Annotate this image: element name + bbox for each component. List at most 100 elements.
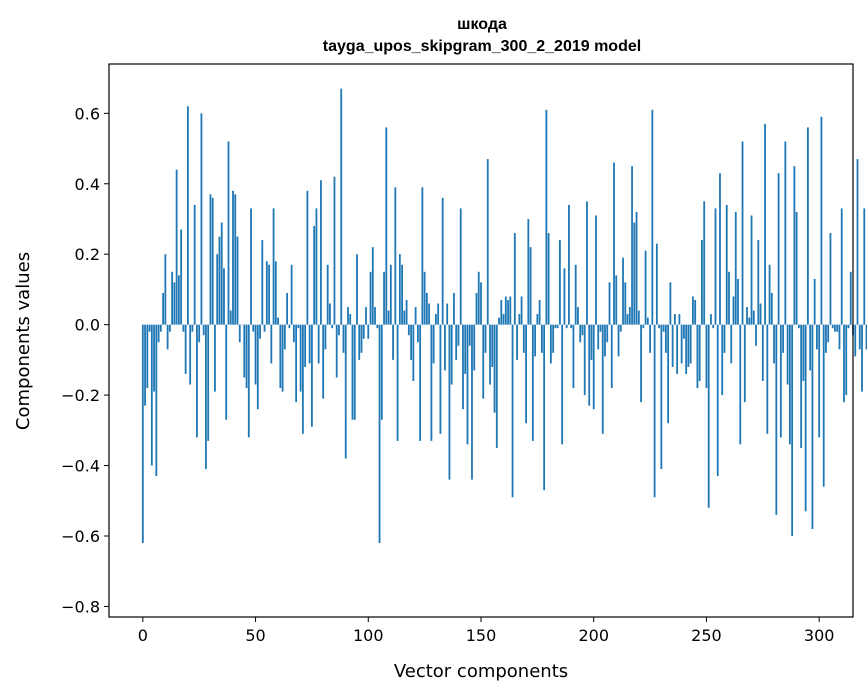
bar-168 bbox=[520, 296, 523, 325]
bar-54 bbox=[263, 324, 266, 332]
bar-269 bbox=[748, 317, 751, 325]
bar-192 bbox=[574, 264, 577, 325]
bar-141 bbox=[459, 208, 462, 325]
bar-25 bbox=[198, 324, 201, 343]
bar-289 bbox=[793, 166, 796, 325]
plot-frame bbox=[108, 63, 854, 618]
bar-24 bbox=[196, 324, 198, 438]
bar-159 bbox=[500, 299, 503, 325]
bar-245 bbox=[694, 299, 697, 325]
bar-34 bbox=[218, 236, 221, 325]
bar-145 bbox=[468, 324, 471, 346]
bar-264 bbox=[737, 278, 739, 325]
bar-261 bbox=[730, 324, 733, 364]
bar-255 bbox=[716, 324, 719, 477]
bar-119 bbox=[410, 324, 413, 360]
bar-46 bbox=[245, 324, 248, 389]
bar-265 bbox=[739, 324, 742, 445]
bar-139 bbox=[455, 324, 458, 360]
bar-284 bbox=[782, 324, 785, 353]
bar-163 bbox=[509, 296, 512, 325]
bar-238 bbox=[678, 314, 681, 325]
bar-300 bbox=[818, 324, 821, 438]
bar-14 bbox=[173, 282, 176, 325]
bar-130 bbox=[435, 314, 437, 325]
bar-299 bbox=[816, 324, 818, 350]
bar-38 bbox=[227, 141, 230, 325]
y-tick-label: −0.6 bbox=[61, 527, 100, 546]
bar-85 bbox=[333, 176, 336, 325]
bar-135 bbox=[446, 303, 449, 325]
bar-104 bbox=[376, 324, 379, 329]
x-axis-label: Vector components bbox=[394, 661, 568, 682]
bar-292 bbox=[800, 324, 803, 448]
bar-105 bbox=[378, 324, 381, 544]
bar-58 bbox=[272, 208, 275, 325]
bar-203 bbox=[599, 324, 602, 332]
bar-211 bbox=[617, 324, 620, 357]
bar-256 bbox=[719, 173, 721, 325]
bar-237 bbox=[676, 324, 679, 374]
bar-112 bbox=[394, 187, 397, 325]
bar-27 bbox=[202, 324, 205, 336]
bar-311 bbox=[843, 324, 845, 403]
bar-90 bbox=[344, 324, 347, 459]
bar-184 bbox=[556, 324, 559, 329]
bar-65 bbox=[288, 324, 291, 329]
y-axis-ticks: −0.8 −0.6 −0.4 −0.2 0.0 0.2 0.4 0.6 bbox=[61, 104, 109, 616]
bar-61 bbox=[279, 324, 282, 389]
bar-68 bbox=[295, 324, 298, 403]
bar-62 bbox=[281, 324, 284, 392]
bar-176 bbox=[538, 299, 541, 325]
bar-250 bbox=[705, 324, 708, 389]
bar-121 bbox=[414, 307, 417, 325]
bar-218 bbox=[633, 222, 636, 325]
bar-13 bbox=[171, 271, 174, 325]
bar-98 bbox=[362, 324, 365, 339]
bar-157 bbox=[495, 324, 498, 448]
bar-208 bbox=[610, 324, 613, 389]
bar-122 bbox=[416, 324, 419, 343]
bar-140 bbox=[457, 324, 460, 346]
bar-97 bbox=[360, 324, 363, 353]
bar-314 bbox=[849, 271, 852, 325]
bar-310 bbox=[840, 208, 843, 325]
bar-268 bbox=[746, 307, 748, 325]
bar-2 bbox=[146, 324, 149, 389]
bar-71 bbox=[301, 324, 304, 434]
bar-258 bbox=[723, 324, 726, 353]
bar-53 bbox=[261, 240, 264, 325]
bar-99 bbox=[365, 307, 367, 325]
bar-57 bbox=[270, 324, 273, 364]
bar-287 bbox=[788, 324, 791, 445]
bar-308 bbox=[836, 324, 839, 332]
bar-303 bbox=[825, 324, 827, 353]
bar-304 bbox=[827, 324, 830, 343]
bar-271 bbox=[752, 310, 755, 325]
bar-33 bbox=[216, 254, 219, 325]
bar-137 bbox=[450, 324, 453, 385]
bar-178 bbox=[543, 324, 546, 491]
bar-321 bbox=[865, 324, 867, 350]
bar-5 bbox=[153, 324, 155, 392]
bar-35 bbox=[220, 222, 223, 325]
bar-166 bbox=[516, 324, 518, 360]
bar-103 bbox=[374, 307, 376, 325]
bar-69 bbox=[297, 324, 300, 329]
bar-175 bbox=[536, 314, 539, 325]
bar-153 bbox=[486, 159, 489, 325]
bar-272 bbox=[755, 324, 757, 346]
bar-136 bbox=[448, 324, 451, 480]
bar-220 bbox=[637, 310, 640, 325]
bar-162 bbox=[507, 299, 509, 325]
bar-209 bbox=[613, 162, 615, 325]
bar-206 bbox=[606, 324, 609, 343]
bar-229 bbox=[658, 324, 661, 329]
bar-190 bbox=[570, 324, 573, 329]
bar-244 bbox=[692, 296, 694, 325]
bar-76 bbox=[313, 226, 316, 325]
bar-110 bbox=[389, 264, 392, 325]
bar-48 bbox=[250, 208, 252, 325]
bar-297 bbox=[811, 324, 814, 529]
bar-274 bbox=[759, 303, 762, 325]
